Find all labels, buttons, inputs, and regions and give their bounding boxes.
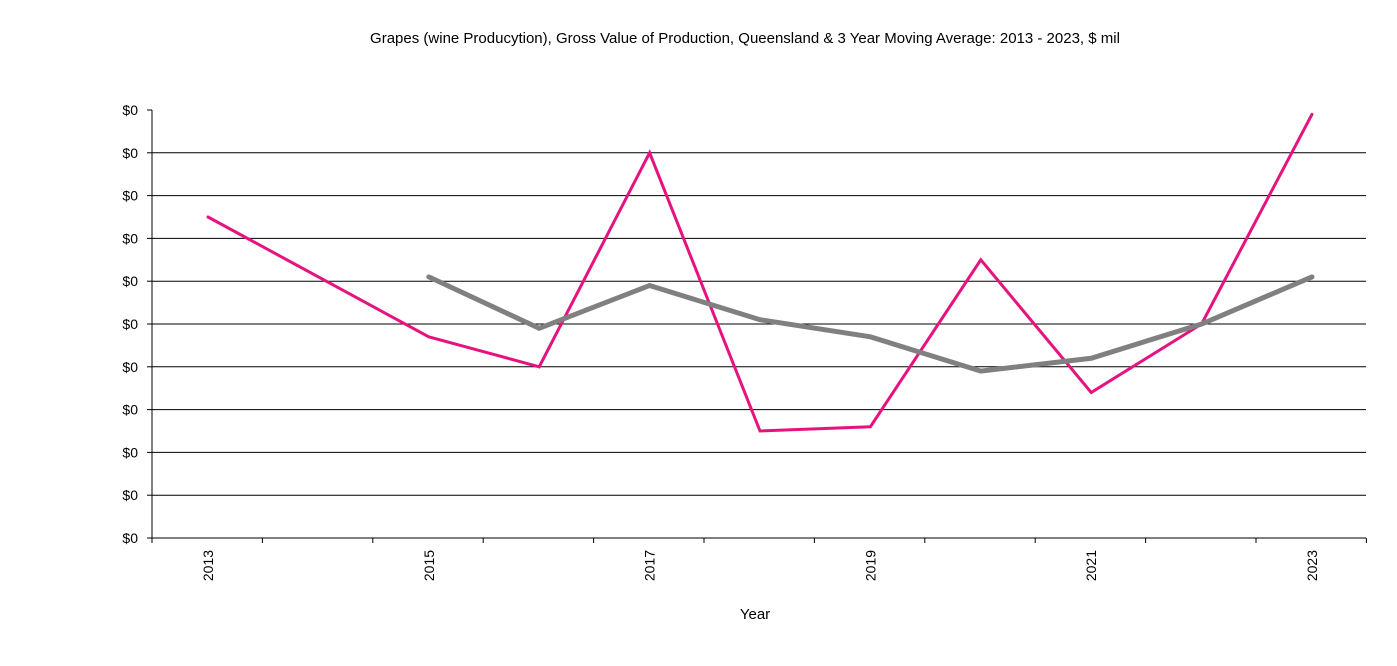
y-tick-label: $0	[122, 402, 138, 418]
y-tick-label: $0	[122, 145, 138, 161]
y-tick-label: $0	[122, 188, 138, 204]
series-line-gross-value	[206, 112, 1314, 433]
y-axis: $0 $0 $0 $0 $0 $0 $0 $0 $0 $0 $0	[122, 102, 153, 546]
y-tick-label: $0	[122, 230, 138, 246]
x-axis-label: Year	[740, 606, 770, 623]
x-tick-label: 2023	[1304, 550, 1320, 581]
gridlines	[152, 152, 1366, 496]
y-tick-label: $0	[122, 102, 138, 118]
x-tick-label: 2015	[421, 550, 437, 581]
series-line-moving-average	[426, 274, 1315, 374]
y-tick-label: $0	[122, 530, 138, 546]
x-tick-label: 2013	[200, 550, 216, 581]
y-tick-label: $0	[122, 273, 138, 289]
y-tick-label: $0	[122, 316, 138, 332]
chart-title: Grapes (wine Producytion), Gross Value o…	[370, 30, 1120, 47]
y-tick-label: $0	[122, 444, 138, 460]
y-tick-label: $0	[122, 487, 138, 503]
y-tick-label: $0	[122, 359, 138, 375]
series-lines	[206, 112, 1315, 433]
x-tick-label: 2019	[862, 550, 878, 581]
x-tick-label: 2017	[642, 550, 658, 581]
x-tick-label: 2021	[1083, 550, 1099, 581]
x-axis: 2013 2015 2017 2019 2021 2023	[151, 537, 1367, 581]
